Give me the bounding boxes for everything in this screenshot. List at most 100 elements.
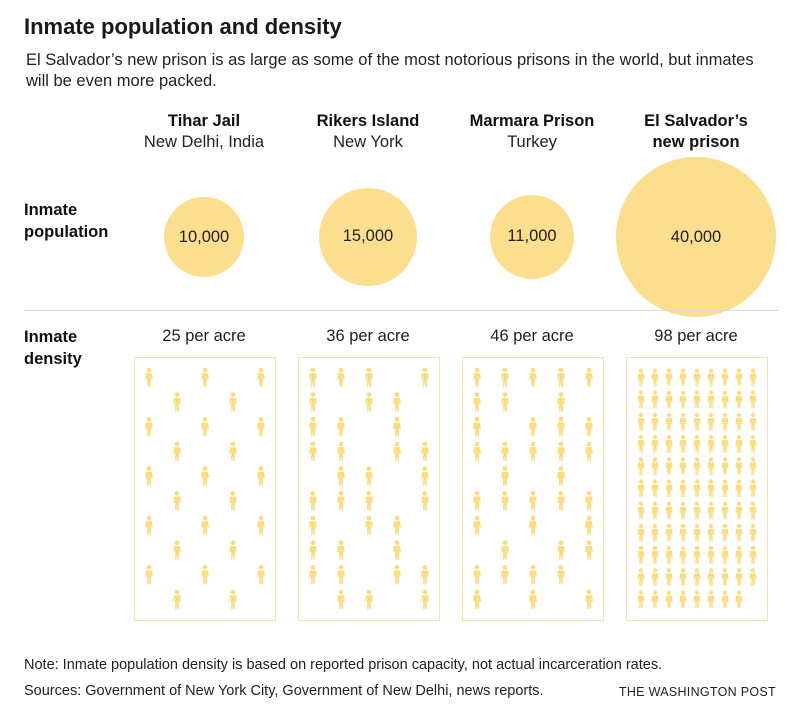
- column-header-tihar: Tihar Jail New Delhi, India: [114, 111, 294, 153]
- person-icon: [229, 589, 237, 609]
- population-circle-marmara: 11,000: [490, 195, 574, 279]
- person-icon: [337, 589, 345, 609]
- density-grid-marmara: [462, 357, 604, 621]
- person-icon: [529, 564, 537, 585]
- person-icon: [501, 392, 509, 412]
- person-icon: [637, 412, 645, 431]
- person-icon: [309, 490, 317, 511]
- person-icon: [393, 441, 401, 461]
- person-icon: [693, 412, 701, 431]
- person-icon: [637, 390, 645, 409]
- person-icon: [585, 367, 593, 387]
- person-icon: [421, 441, 429, 461]
- person-icon: [651, 435, 659, 453]
- person-icon: [707, 590, 715, 609]
- person-icon: [721, 390, 729, 409]
- person-icon: [337, 416, 345, 437]
- person-icon: [735, 501, 743, 520]
- person-icon: [707, 568, 715, 587]
- person-icon: [473, 416, 481, 437]
- person-icon: [665, 435, 673, 453]
- person-icon: [651, 501, 659, 520]
- person-icon: [693, 523, 701, 542]
- person-icon: [721, 457, 729, 476]
- population-circle-rikers: 15,000: [319, 188, 417, 286]
- person-icon: [707, 435, 715, 453]
- person-icon: [693, 479, 701, 498]
- person-icon: [665, 457, 673, 476]
- person-icon: [557, 367, 565, 387]
- prison-name: Rikers Island: [316, 112, 420, 130]
- person-icon: [637, 568, 645, 587]
- person-icon: [735, 390, 743, 409]
- person-icon: [693, 501, 701, 520]
- population-value: 10,000: [178, 227, 230, 246]
- person-icon: [501, 367, 509, 387]
- person-icon: [557, 392, 565, 412]
- person-icon: [679, 368, 687, 387]
- person-icon: [365, 515, 373, 535]
- person-icon: [585, 515, 593, 535]
- person-icon: [721, 546, 729, 564]
- person-icon: [145, 466, 153, 486]
- person-icon: [693, 390, 701, 409]
- density-grid-el-salvador: [626, 357, 768, 621]
- person-icon: [679, 457, 687, 476]
- person-icon: [679, 590, 687, 609]
- person-icon: [679, 479, 687, 498]
- person-icon: [365, 392, 373, 412]
- person-icon: [735, 457, 743, 476]
- person-icon: [585, 589, 593, 609]
- person-icon: [173, 540, 181, 560]
- person-icon: [229, 441, 237, 461]
- person-icon: [651, 590, 659, 609]
- person-icon: [529, 416, 537, 437]
- person-icon: [309, 392, 317, 412]
- person-icon: [735, 412, 743, 431]
- person-icon: [749, 546, 757, 564]
- person-icon: [473, 367, 481, 387]
- person-icon: [201, 416, 209, 437]
- person-icon: [473, 490, 481, 511]
- person-icon: [665, 390, 673, 409]
- person-icon: [707, 523, 715, 542]
- person-icon: [365, 490, 373, 511]
- person-icon: [637, 435, 645, 453]
- person-icon: [393, 515, 401, 535]
- person-icon: [665, 523, 673, 542]
- person-icon: [229, 540, 237, 560]
- person-icon: [651, 479, 659, 498]
- person-icon: [201, 564, 209, 585]
- person-icon: [393, 392, 401, 412]
- person-icon: [337, 367, 345, 387]
- person-icon: [707, 368, 715, 387]
- person-icon: [309, 441, 317, 461]
- person-icon: [145, 367, 153, 387]
- person-icon: [257, 466, 265, 486]
- person-icon: [421, 367, 429, 387]
- person-icon: [145, 416, 153, 437]
- person-icon: [749, 412, 757, 431]
- person-icon: [637, 546, 645, 564]
- person-icon: [501, 441, 509, 461]
- person-icon: [257, 564, 265, 585]
- section-divider: [24, 310, 778, 311]
- person-icon: [637, 479, 645, 498]
- person-icon: [173, 441, 181, 461]
- person-icon: [365, 589, 373, 609]
- person-icon: [637, 501, 645, 520]
- person-icon: [707, 457, 715, 476]
- person-icon: [529, 367, 537, 387]
- density-grid-rikers: [298, 357, 440, 621]
- population-value: 15,000: [342, 227, 394, 246]
- person-icon: [473, 515, 481, 535]
- person-icon: [173, 589, 181, 609]
- person-icon: [693, 457, 701, 476]
- density-label-marmara: 46 per acre: [490, 327, 574, 345]
- person-icon: [337, 441, 345, 461]
- person-icon: [337, 540, 345, 560]
- person-icon: [421, 490, 429, 511]
- person-icon: [585, 540, 593, 560]
- person-icon: [749, 457, 757, 476]
- chart-subtitle: El Salvador’s new prison is as large as …: [26, 51, 754, 90]
